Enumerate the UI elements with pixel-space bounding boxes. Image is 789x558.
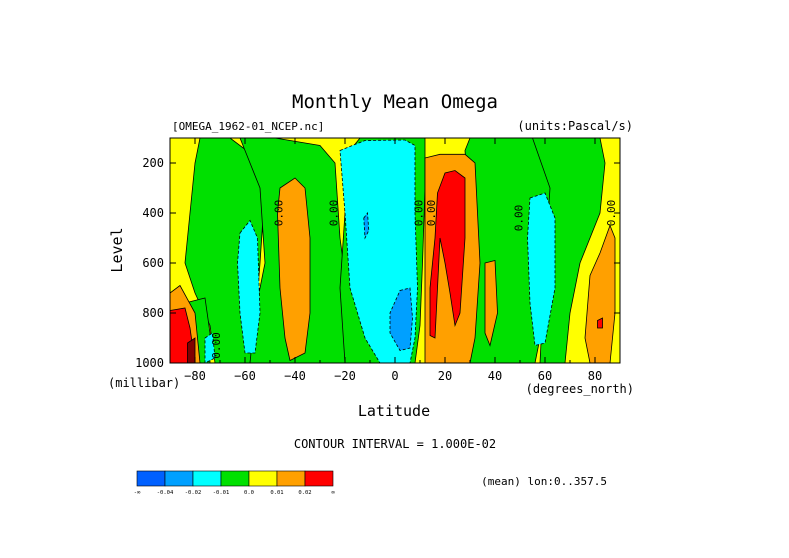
legend-label-0: -∞ <box>134 490 141 496</box>
contour-label-4: 0.00 <box>513 205 526 232</box>
x-tick-label-5: 20 <box>438 369 452 383</box>
contour-label-5: 0.00 <box>605 200 618 227</box>
legend-label-4: 0.0 <box>244 490 254 496</box>
contour-region-orange-15 <box>484 259 498 347</box>
x-tick-label-0: −80 <box>184 369 206 383</box>
y-tick-label-4: 1000 <box>135 356 164 370</box>
contour-region-red-20 <box>597 317 603 329</box>
contour-region-darkred-21 <box>187 337 196 363</box>
mean-note: (mean) lon:0..357.5 <box>481 475 607 488</box>
y-tick-label-2: 600 <box>142 256 164 270</box>
legend-swatch-3 <box>220 470 250 487</box>
x-axis-unit: (degrees_north) <box>526 382 634 396</box>
contour-region-blue-12 <box>363 211 370 240</box>
legend-label-2: -0.02 <box>185 490 202 496</box>
y-axis-label: Level <box>108 227 126 272</box>
x-tick-label-8: 80 <box>588 369 602 383</box>
x-axis: −80 −60 −40 −20 0 20 40 60 80 <box>169 138 621 383</box>
contour-label-2: 0.00 <box>413 200 426 227</box>
file-label: [OMEGA_1962-01_NCEP.nc] <box>172 120 324 133</box>
x-tick-label-7: 60 <box>538 369 552 383</box>
contour-label-0: 0.00 <box>273 200 286 227</box>
y-axis: 200 400 600 800 1000 <box>135 156 620 370</box>
y-tick-label-1: 400 <box>142 206 164 220</box>
contour-label-3: 0.00 <box>425 200 438 227</box>
y-axis-unit: (millibar) <box>108 376 180 390</box>
chart-title: Monthly Mean Omega <box>292 91 498 113</box>
legend-swatch-5 <box>276 470 306 487</box>
color-legend: -∞ -0.04 -0.02 -0.01 0.0 0.01 0.02 ∞ <box>134 470 335 496</box>
legend-label-1: -0.04 <box>157 490 174 496</box>
legend-label-3: -0.01 <box>213 490 230 496</box>
legend-swatch-0 <box>136 470 166 487</box>
contour-label-1: 0.00 <box>328 200 341 227</box>
x-axis-label: Latitude <box>358 402 430 420</box>
contour-labels: 0.00 0.00 0.00 0.00 0.00 0.000.00 <box>210 200 618 359</box>
y-tick-label-0: 200 <box>142 156 164 170</box>
legend-swatch-1 <box>164 470 194 487</box>
contour-region-red-18 <box>429 170 466 339</box>
contour-fill <box>170 138 620 363</box>
contour-region-blue-11 <box>389 287 413 351</box>
legend-label-5: 0.01 <box>270 490 283 496</box>
contour-region-cyan-9 <box>527 192 556 346</box>
legend-swatch-6 <box>304 470 334 487</box>
contour-region-orange-13 <box>277 177 311 362</box>
units-label: (units:Pascal/s) <box>517 119 633 133</box>
contour-region-cyan-10 <box>204 332 216 363</box>
contour-region-cyan-8 <box>237 219 261 354</box>
legend-label-7: ∞ <box>331 490 335 496</box>
legend-swatch-4 <box>248 470 278 487</box>
legend-swatch-2 <box>192 470 222 487</box>
x-tick-label-4: 0 <box>391 369 398 383</box>
contour-interval: CONTOUR INTERVAL = 1.000E-02 <box>294 437 496 451</box>
x-tick-label-3: −20 <box>334 369 356 383</box>
y-tick-label-3: 800 <box>142 306 164 320</box>
legend-label-6: 0.02 <box>298 490 311 496</box>
contour-label-6: 0.00 <box>210 332 223 359</box>
x-tick-label-1: −60 <box>234 369 256 383</box>
x-tick-label-6: 40 <box>488 369 502 383</box>
x-tick-label-2: −40 <box>284 369 306 383</box>
